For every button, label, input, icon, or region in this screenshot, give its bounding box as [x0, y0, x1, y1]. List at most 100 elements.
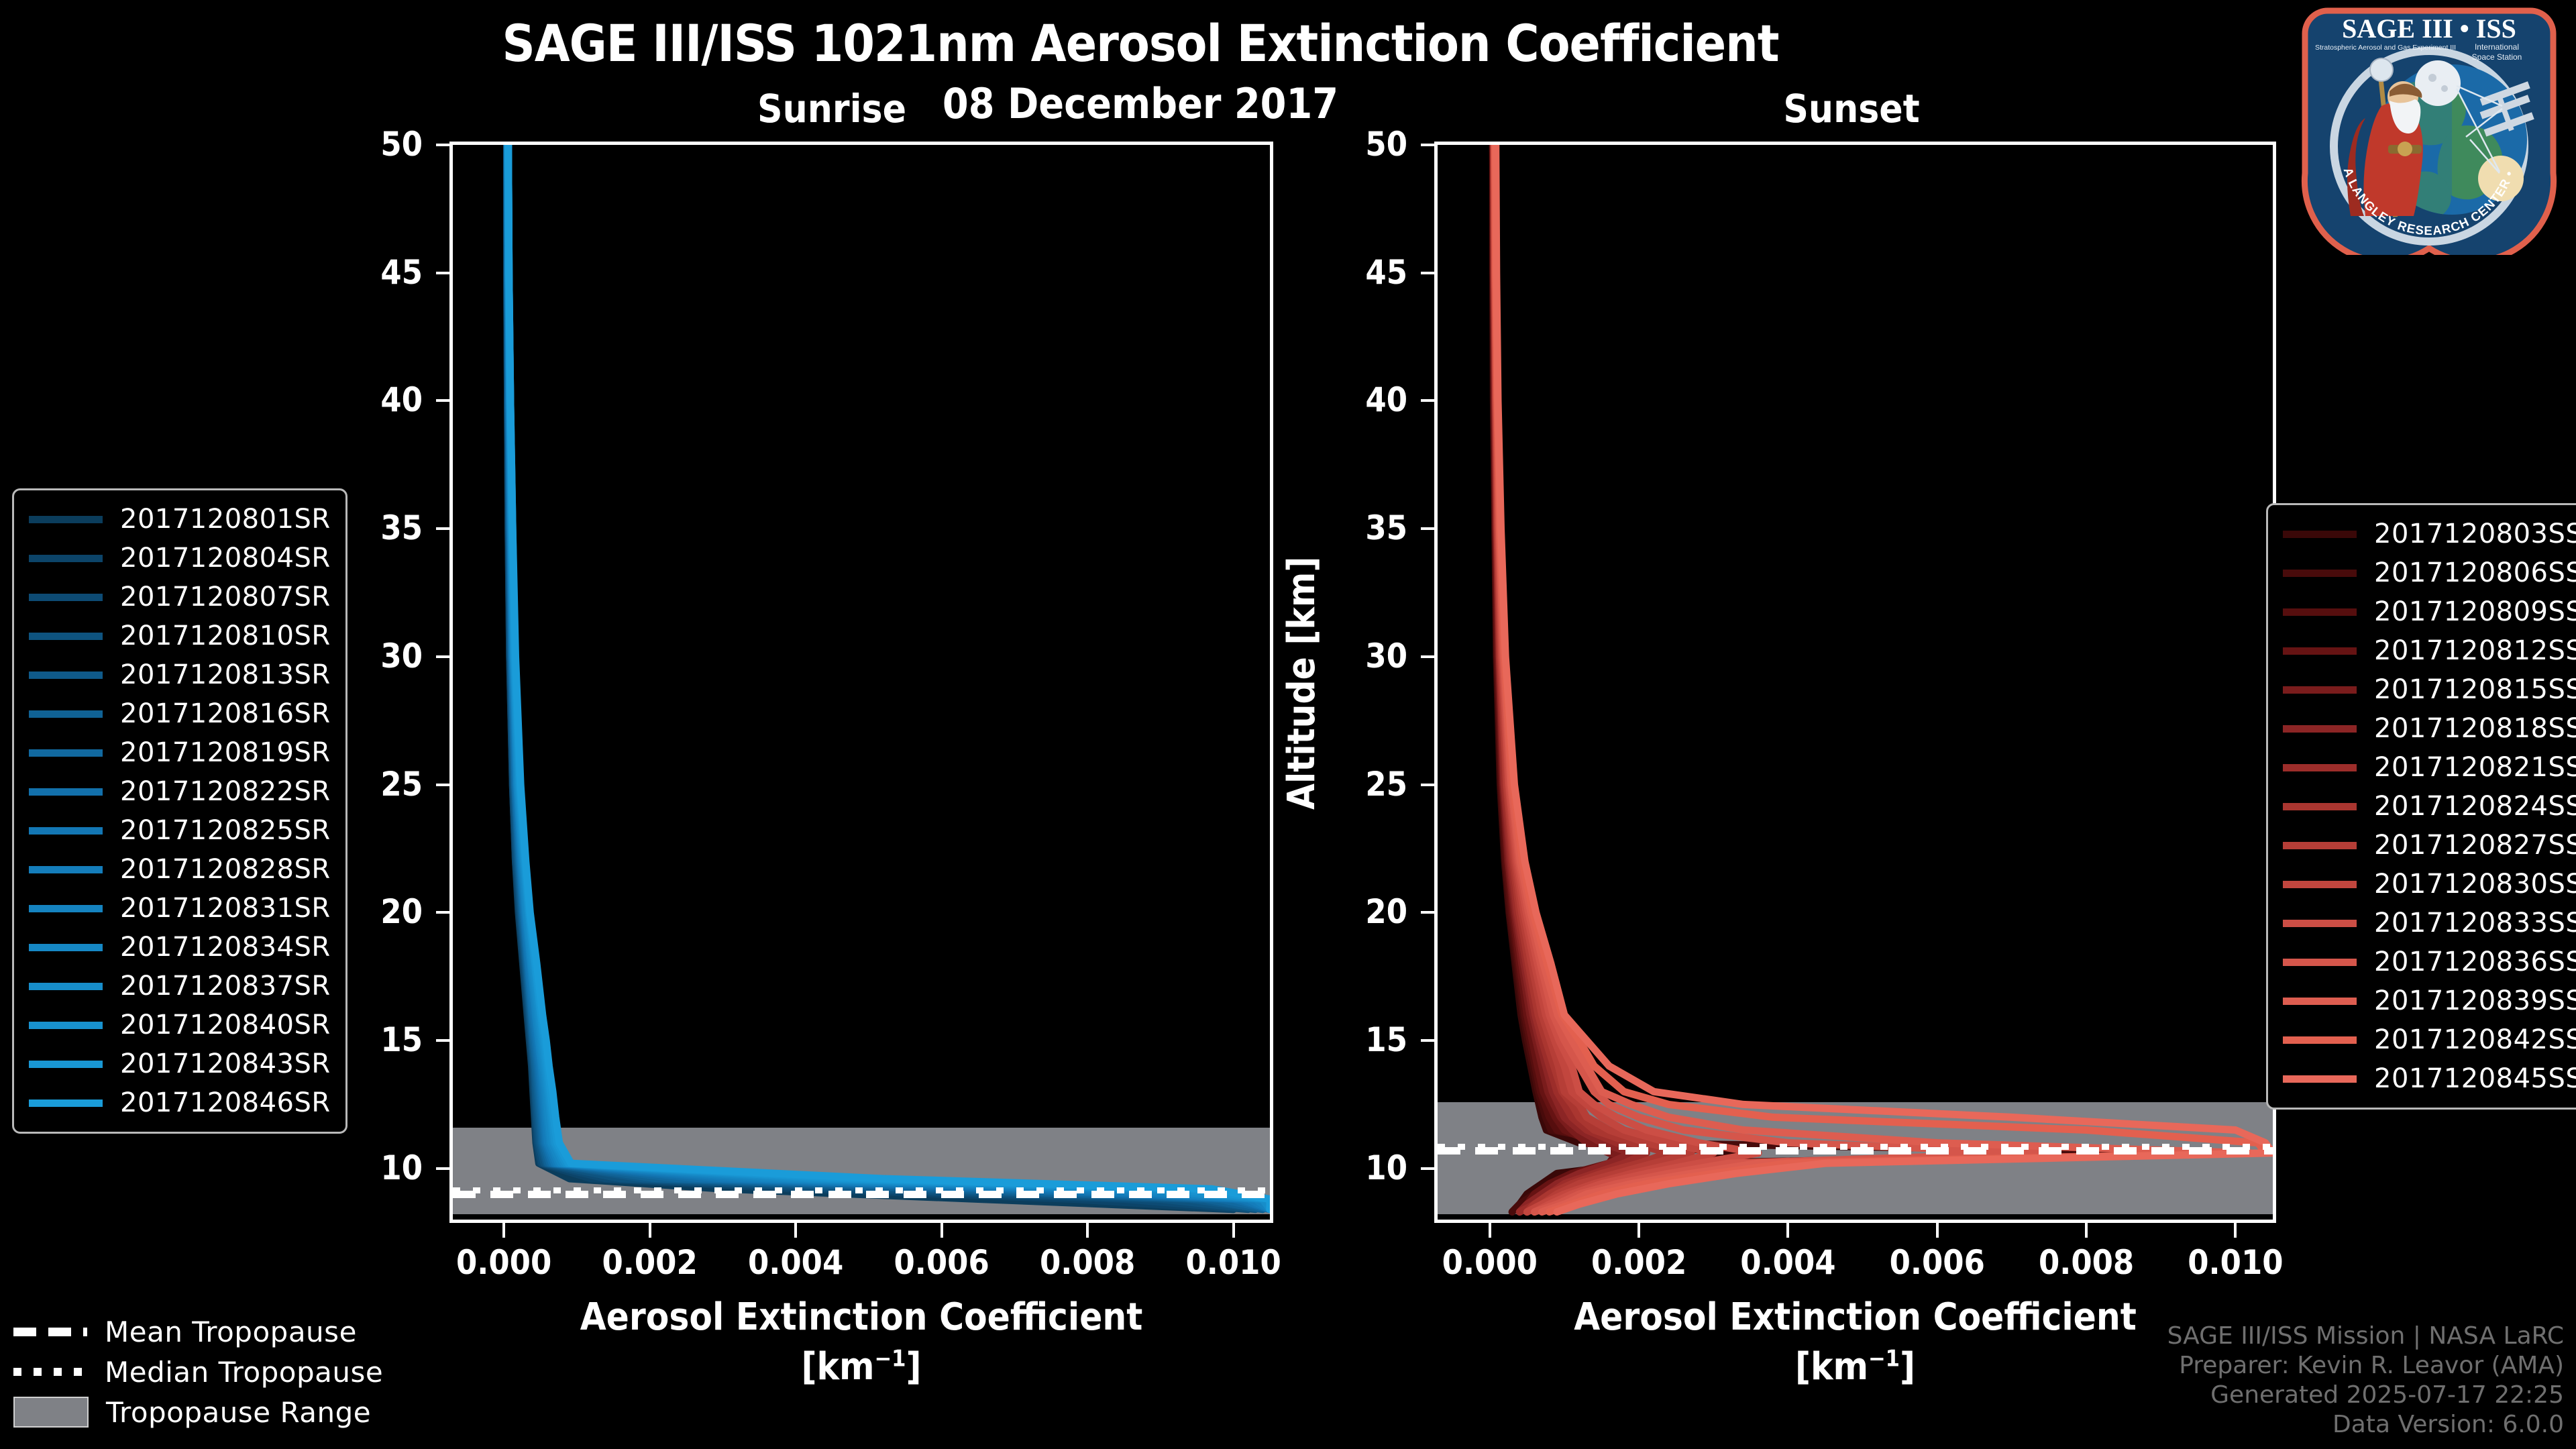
- series-line: [504, 145, 1267, 1214]
- y-axis-tick-label: 25: [380, 764, 423, 804]
- legend-item-2017120846sr[interactable]: 2017120846SR: [29, 1083, 331, 1122]
- legend-label: 2017120815SS: [2374, 674, 2576, 705]
- y-axis-tick: [1421, 399, 1436, 402]
- legend-item-tropopause-range[interactable]: Tropopause Range: [13, 1392, 383, 1432]
- series-line: [504, 145, 1270, 1214]
- y-axis-tick-label: 15: [1365, 1020, 1407, 1059]
- legend-item-2017120834sr[interactable]: 2017120834SR: [29, 928, 331, 967]
- legend-item-2017120827ss[interactable]: 2017120827SS: [2283, 826, 2576, 865]
- median-tropopause-line: [453, 1187, 1270, 1194]
- y-axis-tick-label: 45: [380, 252, 423, 292]
- legend-label: 2017120828SR: [120, 854, 331, 885]
- x-axis-title: Aerosol Extinction Coefficient: [1574, 1295, 2137, 1339]
- x-axis-tick: [1786, 1223, 1790, 1238]
- legend-sunset[interactable]: 2017120803SS 2017120806SS 2017120809SS 2017…: [2266, 503, 2576, 1110]
- legend-tropopause[interactable]: Mean Tropopause Median Tropopause Tropop…: [13, 1311, 383, 1432]
- y-axis-tick: [436, 1167, 451, 1170]
- legend-item-2017120809ss[interactable]: 2017120809SS: [2283, 592, 2576, 631]
- y-axis-tick: [436, 655, 451, 658]
- legend-label: 2017120842SS: [2374, 1024, 2576, 1055]
- median-tropopause-line: [1438, 1144, 2273, 1150]
- y-axis-tick-label: 30: [1365, 636, 1407, 676]
- legend-item-2017120831sr[interactable]: 2017120831SR: [29, 889, 331, 928]
- series-line: [504, 145, 1270, 1214]
- legend-item-2017120819sr[interactable]: 2017120819SR: [29, 733, 331, 772]
- legend-item-2017120839ss[interactable]: 2017120839SS: [2283, 981, 2576, 1020]
- series-color-swatch: [2283, 1036, 2357, 1044]
- legend-item-2017120812ss[interactable]: 2017120812SS: [2283, 631, 2576, 670]
- series-line: [1489, 145, 2239, 1216]
- legend-item-2017120842ss[interactable]: 2017120842SS: [2283, 1020, 2576, 1059]
- legend-label: 2017120801SR: [120, 504, 331, 535]
- sage3-iss-mission-patch-logo: SAGE III • ISS Stratospheric Aerosol and…: [2301, 5, 2557, 255]
- y-axis-tick: [436, 527, 451, 531]
- legend-item-2017120824ss[interactable]: 2017120824SS: [2283, 787, 2576, 826]
- legend-label: 2017120812SS: [2374, 635, 2576, 666]
- sunrise-plot-panel[interactable]: [449, 142, 1273, 1223]
- legend-label: 2017120822SR: [120, 776, 331, 807]
- series-color-swatch: [29, 1021, 103, 1029]
- x-axis-title: Aerosol Extinction Coefficient: [580, 1295, 1143, 1339]
- x-axis-tick-label: 0.002: [1591, 1243, 1687, 1282]
- series-line: [503, 145, 1267, 1214]
- legend-item-2017120821ss[interactable]: 2017120821SS: [2283, 748, 2576, 787]
- series-color-swatch: [29, 904, 103, 912]
- legend-item-2017120822sr[interactable]: 2017120822SR: [29, 772, 331, 811]
- legend-item-2017120837sr[interactable]: 2017120837SR: [29, 967, 331, 1006]
- series-color-swatch: [2283, 880, 2357, 888]
- legend-label: 2017120819SR: [120, 737, 331, 768]
- legend-item-2017120816sr[interactable]: 2017120816SR: [29, 694, 331, 733]
- legend-item-2017120807sr[interactable]: 2017120807SR: [29, 578, 331, 616]
- legend-item-2017120840sr[interactable]: 2017120840SR: [29, 1006, 331, 1044]
- legend-label: 2017120834SR: [120, 932, 331, 963]
- x-axis-tick-label: 0.000: [1442, 1243, 1538, 1282]
- series-color-swatch: [29, 515, 103, 523]
- legend-item-2017120815ss[interactable]: 2017120815SS: [2283, 670, 2576, 709]
- sun-icon: [2478, 156, 2524, 201]
- legend-item-2017120845ss[interactable]: 2017120845SS: [2283, 1059, 2576, 1098]
- series-color-swatch: [29, 749, 103, 757]
- legend-item-2017120833ss[interactable]: 2017120833SS: [2283, 904, 2576, 943]
- y-axis-tick-label: 30: [380, 636, 423, 676]
- series-line: [504, 145, 1270, 1214]
- page-title: SAGE III/ISS 1021nm Aerosol Extinction C…: [502, 13, 1779, 73]
- y-axis-title: Altitude [km]: [1280, 556, 1324, 810]
- legend-item-2017120825sr[interactable]: 2017120825SR: [29, 811, 331, 850]
- legend-item-median-tropopause[interactable]: Median Tropopause: [13, 1352, 383, 1392]
- legend-item-2017120818ss[interactable]: 2017120818SS: [2283, 709, 2576, 748]
- sunrise-panel-title: Sunrise: [757, 86, 906, 131]
- y-axis-tick-label: 10: [380, 1148, 423, 1187]
- series-color-swatch: [29, 1060, 103, 1068]
- logo-subtitle-right-1: International: [2475, 42, 2519, 52]
- x-axis-tick: [1488, 1223, 1491, 1238]
- series-line: [504, 145, 1270, 1214]
- legend-item-2017120843sr[interactable]: 2017120843SR: [29, 1044, 331, 1083]
- series-line: [504, 145, 1270, 1214]
- series-color-swatch: [29, 671, 103, 679]
- legend-sunrise[interactable]: 2017120801SR 2017120804SR 2017120807SR 2017…: [12, 488, 347, 1134]
- legend-label: 2017120803SS: [2374, 519, 2576, 549]
- series-color-swatch: [2283, 647, 2357, 655]
- legend-label: 2017120833SS: [2374, 908, 2576, 938]
- series-color-swatch: [29, 632, 103, 640]
- y-axis-tick-label: 40: [380, 380, 423, 420]
- y-axis-tick: [436, 783, 451, 786]
- legend-item-2017120803ss[interactable]: 2017120803SS: [2283, 515, 2576, 553]
- legend-label: 2017120837SR: [120, 971, 331, 1002]
- legend-item-2017120804sr[interactable]: 2017120804SR: [29, 539, 331, 578]
- legend-item-2017120830ss[interactable]: 2017120830SS: [2283, 865, 2576, 904]
- legend-item-2017120810sr[interactable]: 2017120810SR: [29, 616, 331, 655]
- legend-item-2017120806ss[interactable]: 2017120806SS: [2283, 553, 2576, 592]
- legend-item-2017120828sr[interactable]: 2017120828SR: [29, 850, 331, 889]
- y-axis-tick-label: 50: [380, 125, 423, 164]
- y-axis-tick: [1421, 1039, 1436, 1042]
- legend-label: 2017120821SS: [2374, 752, 2576, 783]
- legend-item-mean-tropopause[interactable]: Mean Tropopause: [13, 1311, 383, 1352]
- y-axis-tick-label: 10: [1365, 1148, 1407, 1187]
- filled-band-icon: [13, 1397, 89, 1428]
- legend-item-2017120813sr[interactable]: 2017120813SR: [29, 655, 331, 694]
- legend-item-2017120836ss[interactable]: 2017120836SS: [2283, 943, 2576, 981]
- legend-item-2017120801sr[interactable]: 2017120801SR: [29, 500, 331, 539]
- series-color-swatch: [29, 865, 103, 873]
- sunset-plot-panel[interactable]: [1434, 142, 2276, 1223]
